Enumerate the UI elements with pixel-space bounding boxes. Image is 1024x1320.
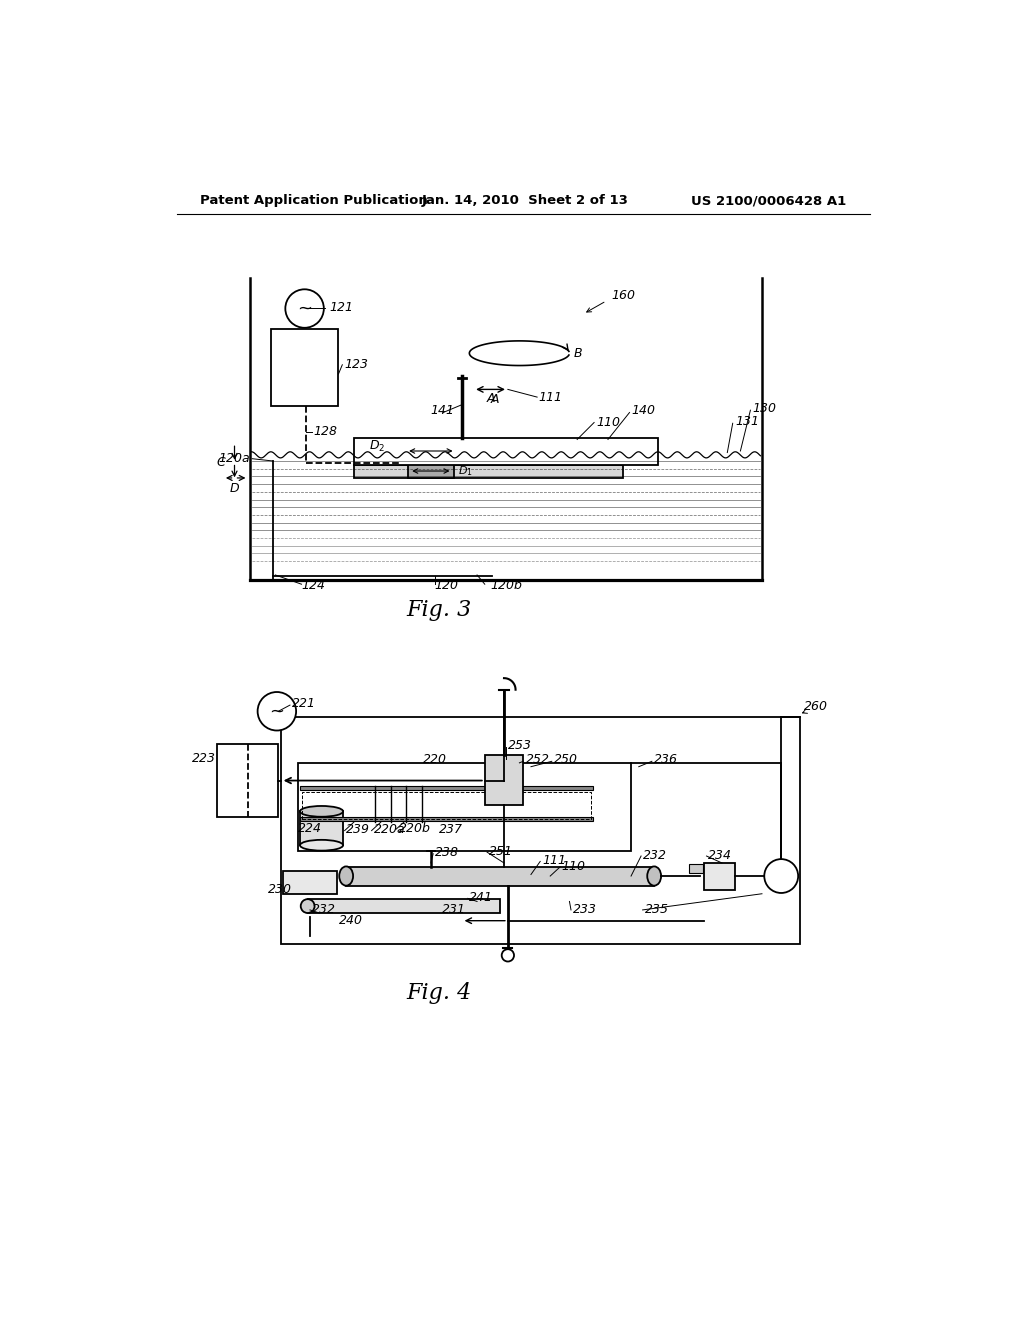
Bar [300, 810, 343, 845]
Bar [689, 863, 702, 873]
Text: 110: 110 [562, 861, 586, 874]
Text: 130: 130 [753, 403, 777, 416]
Text: 232: 232 [311, 903, 336, 916]
Text: 240: 240 [339, 915, 362, 927]
Text: 224: 224 [298, 822, 323, 834]
Text: 239: 239 [346, 824, 370, 837]
Text: 128: 128 [313, 425, 338, 438]
Text: 238: 238 [435, 846, 459, 859]
Text: 120b: 120b [490, 579, 522, 593]
Text: Patent Application Publication: Patent Application Publication [200, 194, 428, 207]
Text: B: B [573, 347, 582, 360]
Text: 124: 124 [301, 579, 326, 593]
Text: 231: 231 [442, 903, 466, 916]
Bar [300, 817, 593, 821]
Text: Fig. 3: Fig. 3 [406, 599, 471, 620]
Text: 252: 252 [525, 754, 550, 767]
Bar [354, 438, 658, 465]
Ellipse shape [300, 807, 343, 817]
Text: 234: 234 [708, 849, 732, 862]
Text: 220a: 220a [374, 824, 406, 837]
Text: ~: ~ [297, 300, 312, 318]
Bar [301, 792, 591, 818]
Text: D: D [229, 482, 240, 495]
Text: 220: 220 [423, 754, 447, 767]
Text: 233: 233 [573, 903, 597, 916]
Text: 223: 223 [193, 752, 216, 766]
Text: $D_1$: $D_1$ [458, 465, 473, 478]
Bar [298, 763, 631, 851]
Text: Jan. 14, 2010  Sheet 2 of 13: Jan. 14, 2010 Sheet 2 of 13 [421, 194, 629, 207]
Bar [300, 785, 593, 789]
Text: A: A [486, 392, 496, 405]
Text: 111: 111 [543, 854, 566, 867]
Bar [346, 867, 654, 886]
Text: 120: 120 [435, 579, 459, 593]
Circle shape [502, 949, 514, 961]
Circle shape [258, 692, 296, 730]
Text: A: A [490, 393, 500, 407]
Circle shape [764, 859, 798, 892]
Text: 241: 241 [469, 891, 494, 904]
Text: 123: 123 [345, 358, 369, 371]
Bar [307, 899, 500, 913]
Text: 235: 235 [645, 903, 669, 916]
Text: 121: 121 [330, 301, 353, 314]
Bar [408, 465, 454, 478]
Text: ~: ~ [269, 702, 285, 721]
Text: $D_2$: $D_2$ [370, 438, 385, 454]
Ellipse shape [339, 866, 353, 886]
Bar [283, 871, 337, 894]
Bar [281, 717, 801, 944]
Bar [217, 743, 279, 817]
Text: 220b: 220b [398, 822, 430, 834]
Bar [705, 863, 735, 890]
Text: 140: 140 [631, 404, 655, 417]
Bar [354, 465, 624, 478]
Text: 230: 230 [267, 883, 292, 896]
Text: 141: 141 [431, 404, 455, 417]
Text: 236: 236 [654, 754, 678, 767]
Text: 253: 253 [508, 739, 531, 751]
Text: 110: 110 [596, 416, 621, 429]
Text: 232: 232 [643, 849, 667, 862]
Text: 160: 160 [611, 289, 636, 302]
Text: 251: 251 [488, 845, 513, 858]
Bar [270, 330, 339, 407]
Text: 237: 237 [438, 824, 463, 837]
Ellipse shape [300, 840, 343, 850]
Circle shape [286, 289, 324, 327]
Bar [484, 755, 523, 805]
Text: 111: 111 [539, 391, 562, 404]
Ellipse shape [301, 899, 314, 913]
Text: C: C [216, 455, 225, 469]
Text: 131: 131 [735, 416, 759, 428]
Text: 260: 260 [804, 700, 828, 713]
Ellipse shape [647, 866, 662, 886]
Text: Fig. 4: Fig. 4 [406, 982, 471, 1005]
Text: 250: 250 [554, 754, 579, 767]
Text: 221: 221 [292, 697, 316, 710]
Text: 120a: 120a [218, 453, 250, 465]
Text: US 2100/0006428 A1: US 2100/0006428 A1 [691, 194, 847, 207]
